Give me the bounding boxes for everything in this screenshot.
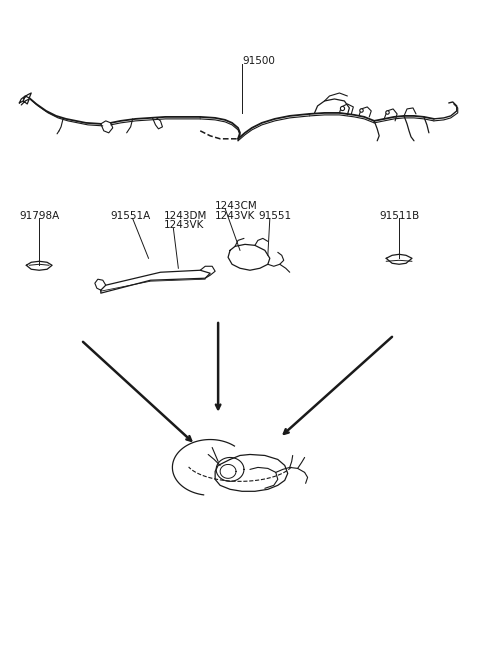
Text: 91511B: 91511B xyxy=(379,210,419,221)
Text: 91798A: 91798A xyxy=(19,210,60,221)
Text: 91551A: 91551A xyxy=(110,210,151,221)
Text: 1243CM: 1243CM xyxy=(215,200,258,210)
Text: 1243DM: 1243DM xyxy=(164,210,207,221)
Text: 91500: 91500 xyxy=(242,56,275,66)
Text: 91551: 91551 xyxy=(258,210,291,221)
Text: 1243VK: 1243VK xyxy=(164,221,204,231)
Text: 1243VK: 1243VK xyxy=(215,210,255,221)
